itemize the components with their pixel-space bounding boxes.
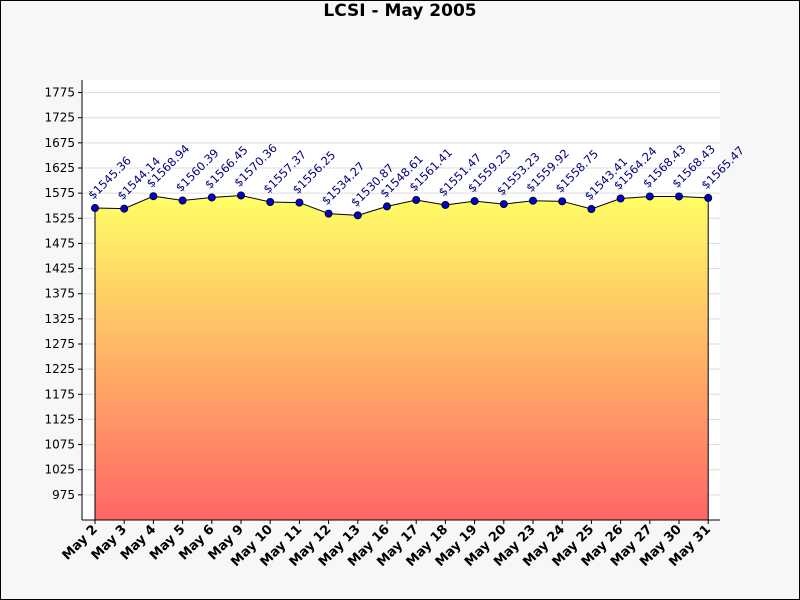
- data-point: [587, 205, 596, 214]
- data-point: [207, 193, 216, 202]
- area-series: [94, 194, 709, 520]
- data-markers: [91, 191, 713, 220]
- data-point: [353, 211, 362, 220]
- data-point: [178, 196, 187, 205]
- series-line: [94, 194, 709, 216]
- y-tick-label: 1475: [44, 236, 75, 250]
- data-point: [295, 198, 304, 207]
- data-point: [120, 204, 129, 213]
- data-point: [382, 202, 391, 211]
- y-tick-label: 1625: [44, 161, 75, 175]
- y-tick-label: 1075: [44, 438, 75, 452]
- data-point: [675, 192, 684, 201]
- data-point: [499, 200, 508, 209]
- y-tick-label: 1575: [44, 186, 75, 200]
- data-point: [266, 198, 275, 207]
- y-tick-label: 1725: [44, 111, 75, 125]
- data-point: [441, 200, 450, 209]
- y-axis-ticks: 975 1025 1075 1125 1175 1225 1275 1325 1375 1425 1…: [44, 86, 82, 502]
- y-tick-label: 1275: [44, 337, 75, 351]
- y-tick-label: 1025: [44, 463, 75, 477]
- y-tick-label: 1125: [44, 412, 75, 426]
- y-tick-label: 1375: [44, 287, 75, 301]
- y-tick-label: 1675: [44, 136, 75, 150]
- y-tick-label: 1325: [44, 312, 75, 326]
- y-tick-label: 1775: [44, 86, 75, 100]
- y-tick-label: 1175: [44, 387, 75, 401]
- data-point: [645, 192, 654, 201]
- data-point: [324, 209, 333, 218]
- data-point: [149, 192, 158, 201]
- data-point: [558, 197, 567, 206]
- chart-title: LCSI - May 2005: [323, 1, 477, 21]
- y-tick-label: 1225: [44, 362, 75, 376]
- y-tick-label: 975: [52, 488, 75, 502]
- data-point: [529, 196, 538, 205]
- area-fill: [95, 195, 709, 520]
- data-point: [412, 195, 421, 204]
- y-tick-label: 1525: [44, 211, 75, 225]
- data-point: [470, 197, 479, 206]
- data-point: [704, 193, 713, 202]
- data-point: [91, 204, 100, 213]
- axes: [81, 80, 720, 521]
- data-point: [616, 194, 625, 203]
- data-point: [236, 191, 245, 200]
- y-tick-label: 1425: [44, 262, 75, 276]
